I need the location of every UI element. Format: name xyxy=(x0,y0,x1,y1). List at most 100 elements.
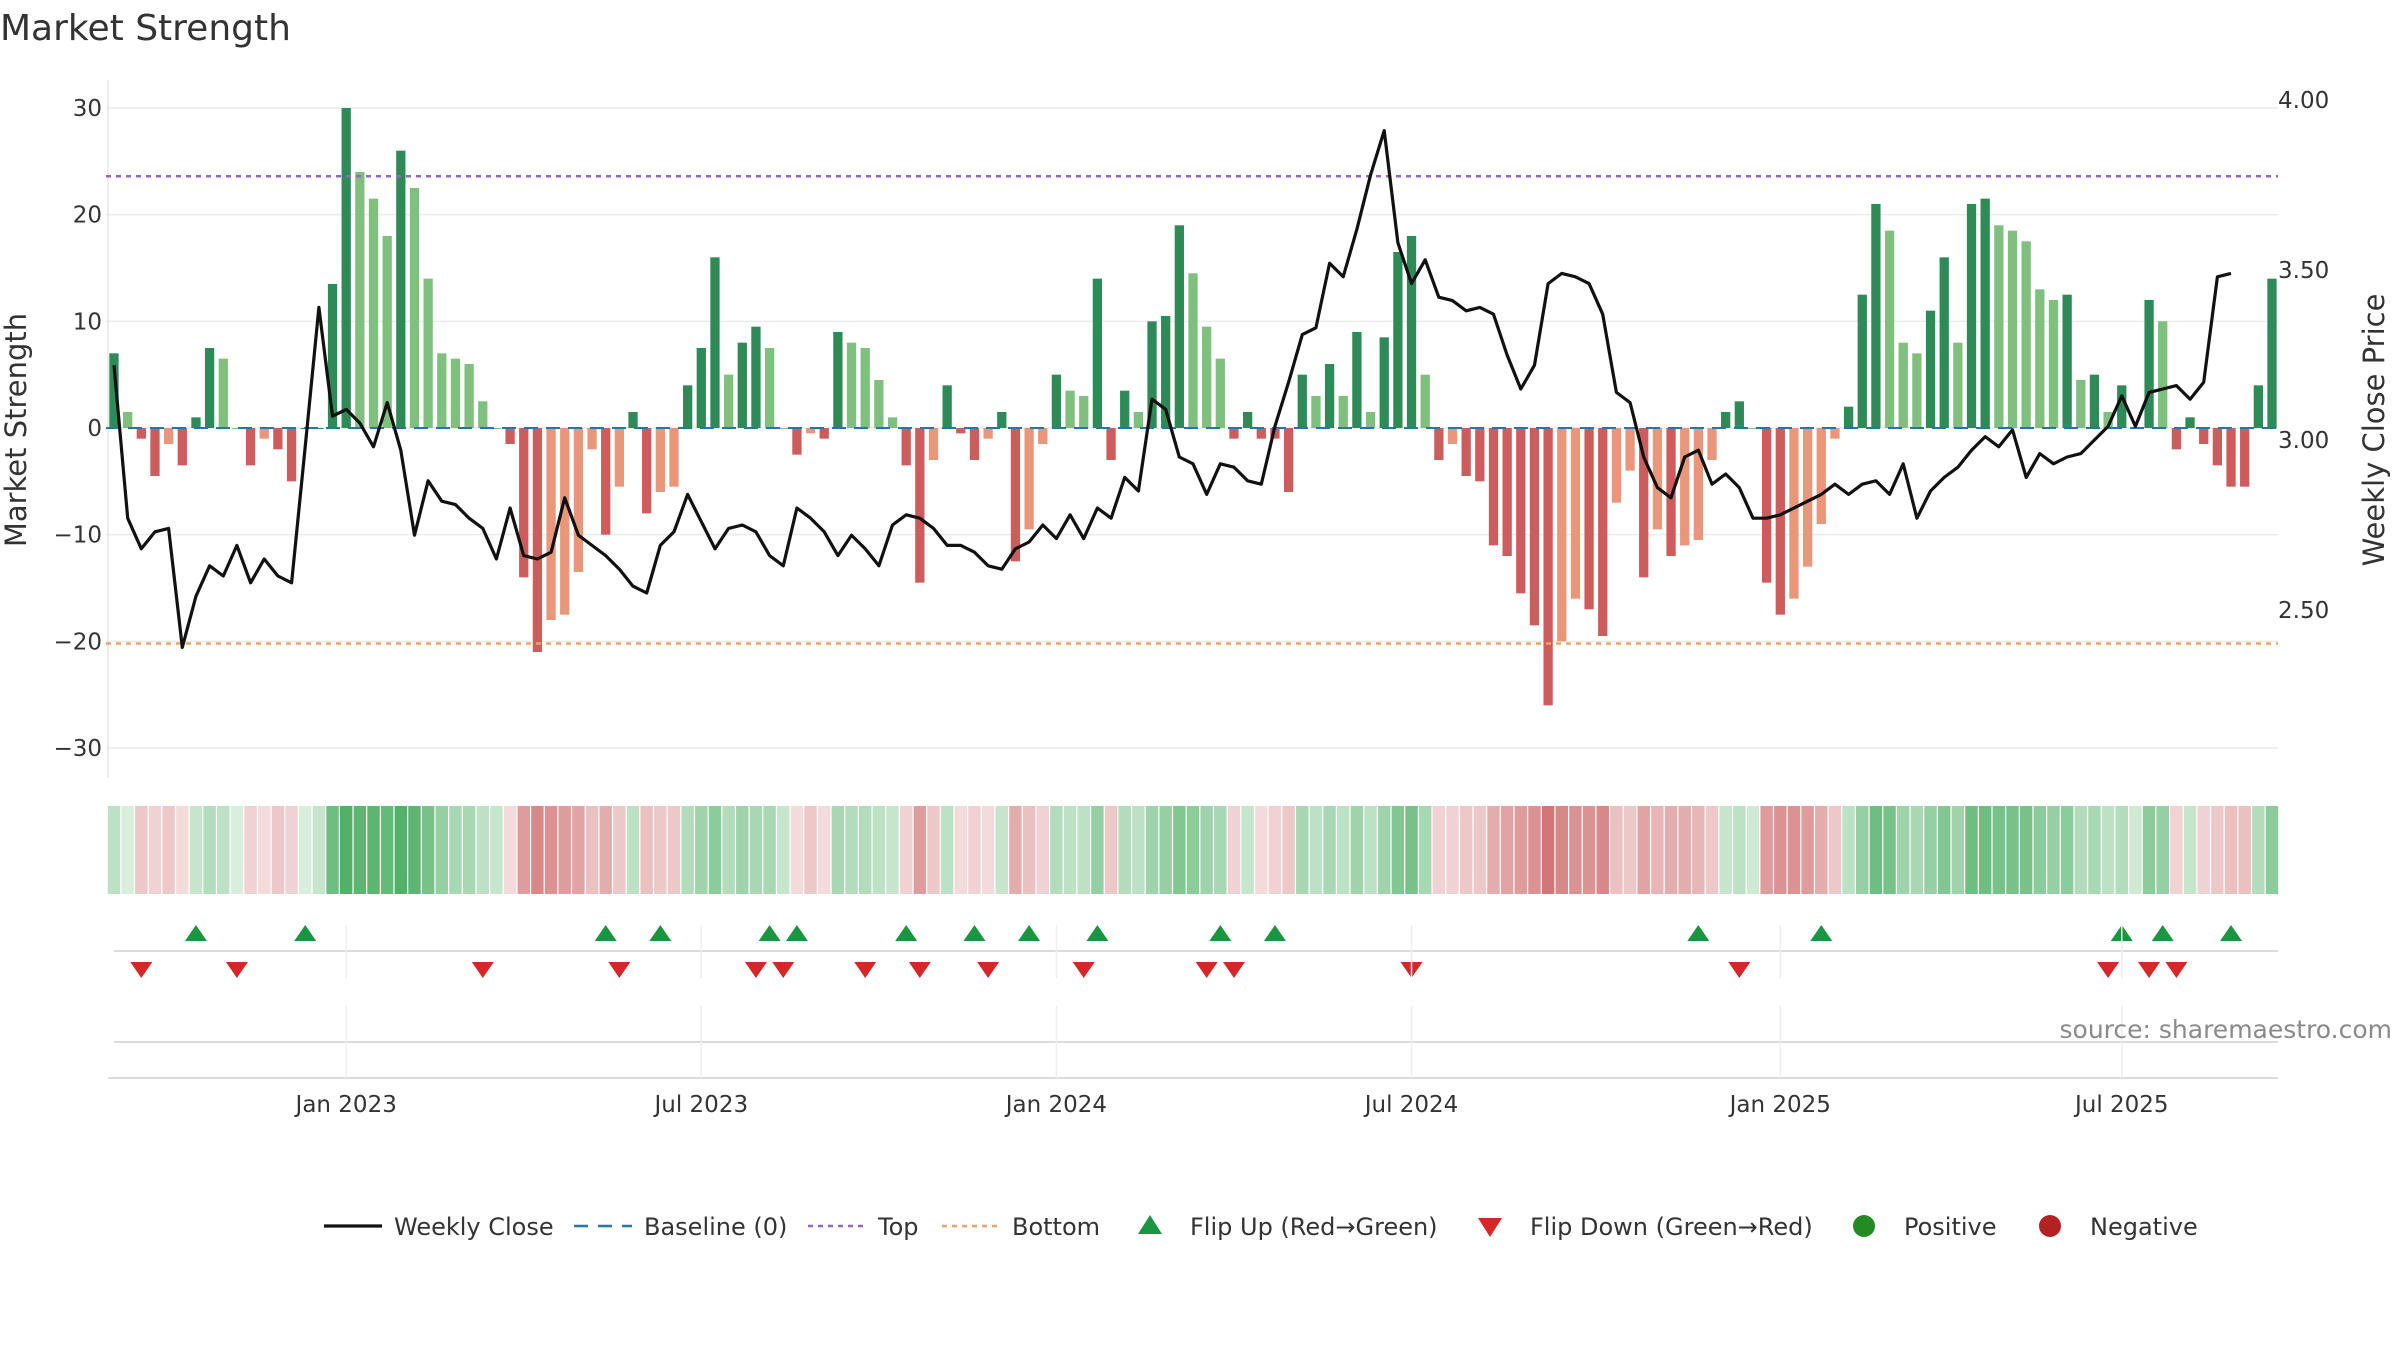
strength-bar xyxy=(792,428,802,455)
strength-bar xyxy=(177,428,187,466)
band-cell xyxy=(2006,806,2019,894)
strength-bar xyxy=(1393,252,1403,428)
band-cell xyxy=(1651,806,1664,894)
strength-bar xyxy=(1010,428,1021,562)
strength-bar xyxy=(1420,374,1430,428)
strength-bar xyxy=(1843,406,1854,428)
left-tick-label: −30 xyxy=(53,736,102,762)
band-cell xyxy=(517,806,530,894)
strength-bar xyxy=(191,417,201,428)
band-cell xyxy=(544,806,558,894)
band-cell xyxy=(2115,806,2128,894)
strength-bar xyxy=(915,428,925,583)
band-cell xyxy=(1432,806,1446,894)
band-cell xyxy=(995,806,1009,894)
strength-bar xyxy=(1324,364,1335,428)
strength-bar xyxy=(150,428,160,476)
band-cell xyxy=(1610,806,1623,894)
strength-bar xyxy=(368,198,379,428)
band-cell xyxy=(1896,806,1910,894)
flip-up-marker xyxy=(594,925,617,941)
strength-bar xyxy=(1994,225,2004,428)
band-cell xyxy=(1623,806,1637,894)
band-cell xyxy=(1446,806,1459,894)
band-cell xyxy=(1924,806,1937,894)
strength-bar xyxy=(601,428,611,535)
band-cell xyxy=(2142,806,2156,894)
strength-bar xyxy=(218,358,228,428)
band-cell xyxy=(1692,806,1705,894)
strength-bar xyxy=(819,428,829,439)
legend-label: Flip Up (Red→Green) xyxy=(1190,1213,1438,1241)
strength-bar xyxy=(710,257,720,428)
right-tick-label: 3.00 xyxy=(2278,428,2329,454)
band-cell xyxy=(2238,806,2251,894)
strength-bar xyxy=(532,428,543,652)
strength-bar xyxy=(1830,428,1840,439)
band-cell xyxy=(449,806,462,894)
band-cell xyxy=(2183,806,2197,894)
band-cell xyxy=(162,806,175,894)
band-cell xyxy=(1323,806,1336,894)
right-tick-label: 3.50 xyxy=(2278,258,2329,284)
band-cell xyxy=(2074,806,2088,894)
band-cell xyxy=(1418,806,1432,894)
strength-bar xyxy=(1857,294,1867,428)
strength-bar xyxy=(1966,204,1977,428)
legend-label: Positive xyxy=(1904,1213,1997,1241)
strength-bar xyxy=(423,278,433,428)
strength-bar xyxy=(642,428,652,514)
flip-down-marker xyxy=(977,962,1000,978)
band-cell xyxy=(2211,806,2224,894)
band-cell xyxy=(913,806,927,894)
strength-bar xyxy=(1680,428,1690,546)
strength-bar xyxy=(1352,332,1362,428)
band-cell xyxy=(2197,806,2210,894)
strength-bar xyxy=(2185,417,2195,428)
band-cell xyxy=(858,806,872,894)
strength-bar xyxy=(2103,412,2113,428)
band-cell xyxy=(531,806,544,894)
band-cell xyxy=(2047,806,2060,894)
band-cell xyxy=(285,806,298,894)
flip-up-marker xyxy=(895,925,918,941)
band-cell xyxy=(271,806,285,894)
band-cell xyxy=(1391,806,1405,894)
band-cell xyxy=(1951,806,1965,894)
strength-bar xyxy=(723,374,734,428)
band-cell xyxy=(2088,806,2101,894)
band-cell xyxy=(217,806,230,894)
strength-bar xyxy=(1871,204,1881,428)
strength-bar xyxy=(1939,257,1949,428)
strength-bar xyxy=(846,342,857,428)
band-cell xyxy=(1350,806,1364,894)
band-cell xyxy=(1200,806,1213,894)
band-cell xyxy=(1241,806,1254,894)
strength-bar xyxy=(1748,428,1758,429)
band-cell xyxy=(503,806,517,894)
band-cell xyxy=(2224,806,2238,894)
band-cell xyxy=(708,806,722,894)
strength-bars xyxy=(109,108,2277,706)
strength-bar xyxy=(2076,380,2086,428)
strength-bar xyxy=(1161,316,1171,428)
strength-bar xyxy=(1925,310,1936,428)
band-cell xyxy=(981,806,995,894)
band-cell xyxy=(148,806,162,894)
strength-bar xyxy=(2144,300,2154,428)
strength-bar xyxy=(2035,289,2045,428)
band-cell xyxy=(722,806,735,894)
band-cell xyxy=(1992,806,2006,894)
strength-bar xyxy=(833,332,843,428)
band-cell xyxy=(258,806,271,894)
strength-bar xyxy=(1762,428,1772,583)
flip-up-marker xyxy=(1018,925,1041,941)
band-cell xyxy=(1842,806,1855,894)
strength-bar xyxy=(669,428,679,487)
band-cell xyxy=(1377,806,1391,894)
band-cell xyxy=(1009,806,1022,894)
strength-bar xyxy=(587,428,597,450)
band-cell xyxy=(1050,806,1063,894)
strength-bar xyxy=(1980,198,1990,428)
strength-bar xyxy=(382,236,392,428)
